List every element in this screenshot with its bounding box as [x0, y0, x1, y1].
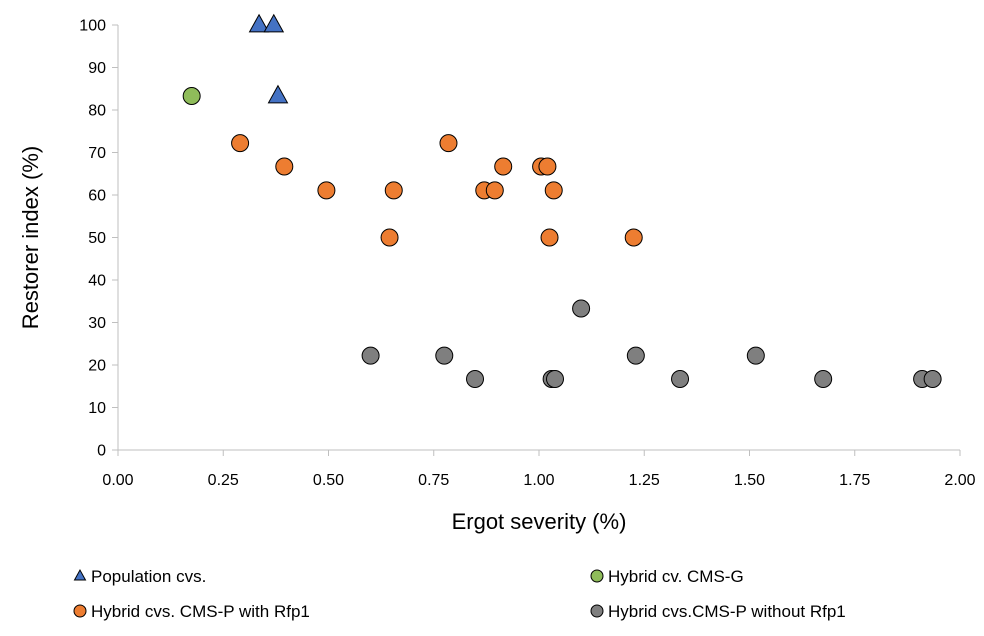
data-point: [671, 370, 690, 389]
data-point: [624, 228, 643, 247]
x-tick-label: 0.50: [313, 472, 344, 489]
data-point: [814, 370, 833, 389]
data-point: [538, 157, 557, 176]
legend-item: Hybrid cvs. CMS-P with Rfp1: [73, 602, 310, 621]
legend-label: Hybrid cvs. CMS-P with Rfp1: [91, 602, 310, 621]
legend-marker: [73, 569, 87, 581]
data-points: [182, 13, 942, 389]
x-tick-label: 1.75: [839, 472, 870, 489]
y-axis-title: Restorer index (%): [18, 146, 43, 329]
data-point: [248, 13, 270, 33]
y-axis-ticks: 0 10 20 30 40 50 60 70 80 90 100: [79, 18, 118, 460]
legend-marker: [590, 604, 604, 618]
data-point: [545, 370, 564, 389]
data-point: [435, 346, 454, 365]
y-tick-label: 90: [88, 60, 106, 77]
x-axis-ticks: 0.00 0.25 0.50 0.75 1.00 1.25 1.50 1.75 2.00: [102, 450, 976, 489]
data-point: [540, 228, 559, 247]
series-hybrid-cvs-cms-p-with-rfp1: [231, 134, 643, 247]
legend-marker: [73, 604, 87, 618]
data-point: [544, 181, 563, 200]
legend-item: Hybrid cvs.CMS-P without Rfp1: [590, 602, 846, 621]
legend-item: Population cvs.: [73, 567, 206, 586]
data-point: [275, 157, 294, 176]
y-tick-label: 60: [88, 188, 106, 205]
y-tick-label: 30: [88, 315, 106, 332]
x-tick-label: 1.25: [629, 472, 660, 489]
data-point: [263, 13, 285, 33]
data-point: [572, 299, 591, 318]
plot-area: 0.00 0.25 0.50 0.75 1.00 1.25 1.50 1.75 2.00 0 10…: [79, 13, 976, 489]
legend-marker: [590, 569, 604, 583]
data-point: [439, 134, 458, 153]
data-point: [746, 346, 765, 365]
legend-label: Hybrid cv. CMS-G: [608, 567, 744, 586]
legend-label: Population cvs.: [91, 567, 206, 586]
data-point: [485, 181, 504, 200]
x-tick-label: 0.25: [208, 472, 239, 489]
data-point: [317, 181, 336, 200]
legend-item: Hybrid cv. CMS-G: [590, 567, 744, 586]
legend: Population cvs. Hybrid cv. CMS-G Hybrid cv…: [73, 567, 846, 621]
x-tick-label: 2.00: [944, 472, 975, 489]
y-tick-label: 80: [88, 103, 106, 120]
data-point: [267, 84, 289, 104]
data-point: [231, 134, 250, 153]
series-hybrid-cvs-cms-p-without-rfp1: [361, 299, 942, 389]
y-tick-label: 70: [88, 145, 106, 162]
series-population-cvs: [248, 13, 289, 104]
data-point: [182, 86, 201, 105]
data-point: [384, 181, 403, 200]
data-point: [380, 228, 399, 247]
x-axis-title: Ergot severity (%): [452, 509, 627, 534]
x-tick-label: 0.00: [102, 472, 133, 489]
data-point: [626, 346, 645, 365]
y-tick-label: 100: [79, 18, 106, 35]
y-tick-label: 10: [88, 400, 106, 417]
data-point: [494, 157, 513, 176]
x-tick-label: 0.75: [418, 472, 449, 489]
y-tick-label: 50: [88, 230, 106, 247]
series-hybrid-cv-cms-g: [182, 86, 201, 105]
x-tick-label: 1.00: [523, 472, 554, 489]
y-tick-label: 0: [97, 443, 106, 460]
data-point: [923, 370, 942, 389]
data-point: [466, 370, 485, 389]
legend-label: Hybrid cvs.CMS-P without Rfp1: [608, 602, 846, 621]
data-point: [361, 346, 380, 365]
y-tick-label: 20: [88, 358, 106, 375]
y-tick-label: 40: [88, 273, 106, 290]
x-tick-label: 1.50: [734, 472, 765, 489]
